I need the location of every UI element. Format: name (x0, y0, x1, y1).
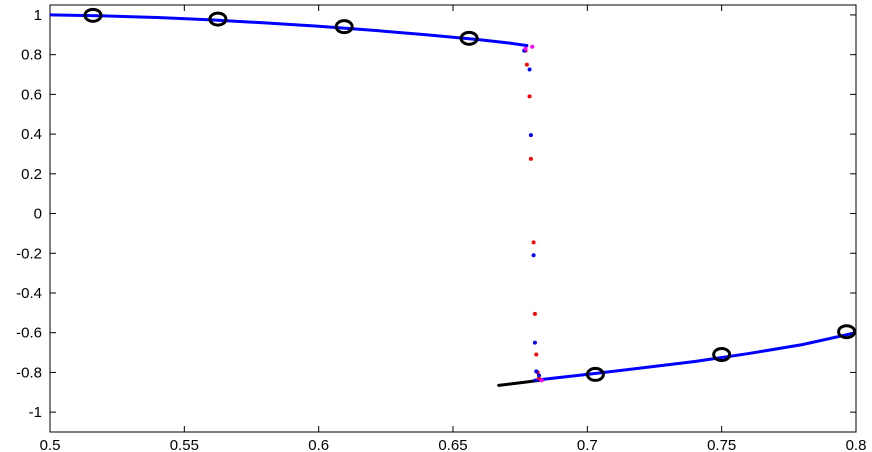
blue-dot (531, 253, 536, 258)
circle-marker (837, 324, 857, 340)
red-dot (528, 156, 533, 161)
magenta-dot (539, 378, 544, 383)
x-tick-label: 0.5 (40, 437, 61, 452)
circle-marker (83, 7, 103, 23)
upper-curve-line (49, 13, 529, 48)
red-dot (527, 94, 532, 99)
y-tick-label: 0.6 (21, 86, 42, 103)
y-tick-label: 0.2 (21, 166, 42, 183)
y-tick-label: 0.4 (21, 126, 42, 143)
red-dot (524, 62, 529, 67)
circle-marker (585, 366, 605, 382)
blue-dot (536, 373, 541, 378)
lower-curve-line (533, 331, 857, 382)
y-tick-label: -0.8 (16, 364, 42, 381)
circle-marker (334, 19, 354, 35)
y-tick-label: -1 (29, 404, 42, 421)
blue-dot (534, 369, 539, 374)
y-tick-label: -0.2 (16, 245, 42, 262)
red-dot (532, 311, 537, 316)
x-tick-label: 0.65 (438, 437, 467, 452)
red-dot (534, 352, 539, 357)
magenta-dot (523, 46, 528, 51)
y-tick-label: 0.8 (21, 47, 42, 64)
circle-marker (459, 30, 479, 46)
y-tick-label: 1 (34, 7, 42, 24)
blue-dot (527, 67, 532, 72)
y-tick-label: -0.6 (16, 325, 42, 342)
circle-marker (208, 11, 228, 27)
x-tick-label: 0.75 (707, 437, 736, 452)
blue-dot (532, 340, 537, 345)
y-tick-label: 0 (34, 206, 42, 223)
circle-marker (712, 347, 732, 363)
x-tick-label: 0.55 (170, 437, 199, 452)
x-tick-label: 0.7 (577, 437, 598, 452)
x-tick-label: 0.6 (308, 437, 329, 452)
magenta-dot (530, 44, 535, 49)
red-dot (531, 240, 536, 245)
plot-frame (49, 4, 857, 433)
x-tick-label: 0.8 (846, 437, 867, 452)
y-tick-label: -0.4 (16, 285, 42, 302)
blue-dot (528, 133, 533, 138)
black-segment-line (497, 378, 541, 387)
